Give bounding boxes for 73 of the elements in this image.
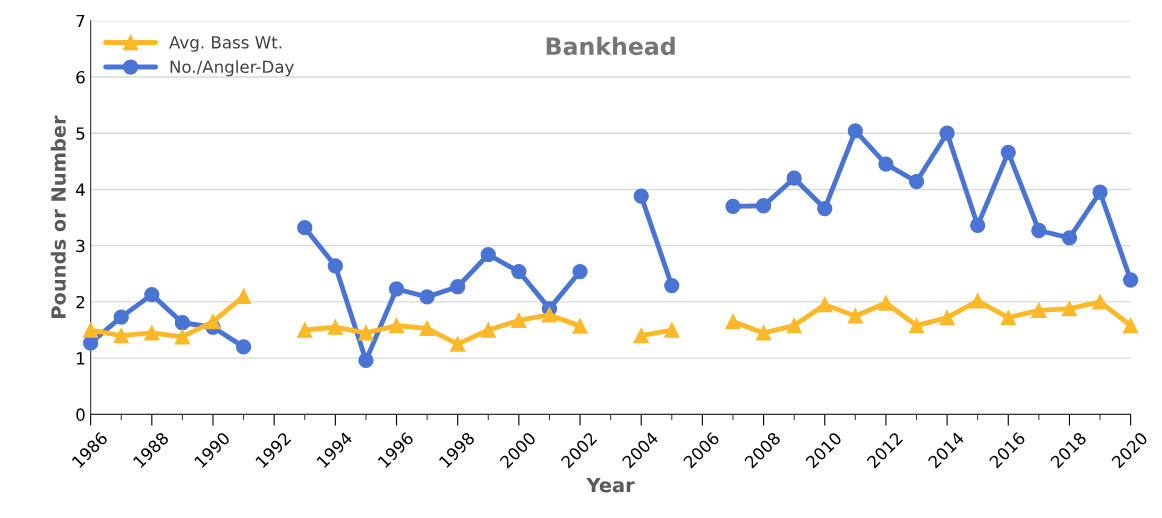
point: [419, 289, 435, 305]
point: [327, 258, 343, 274]
point: [664, 277, 680, 294]
point: [1000, 310, 1016, 326]
point: [297, 220, 313, 236]
point: [786, 317, 802, 334]
point: [1031, 302, 1047, 318]
point: [1122, 272, 1139, 288]
point: [480, 247, 496, 263]
point: [480, 322, 496, 338]
text: Bankhead: [546, 36, 675, 56]
point: [1000, 144, 1016, 160]
point: [725, 313, 741, 330]
point: [511, 263, 527, 280]
point: [847, 123, 863, 139]
point: [541, 307, 558, 323]
point: [1061, 230, 1078, 246]
point: [1092, 294, 1108, 310]
point: [572, 263, 588, 280]
point: [755, 325, 772, 341]
point: [725, 198, 741, 214]
y-axis-title: Pounds or Number: [50, 115, 66, 318]
point: [388, 281, 405, 297]
point: [633, 188, 649, 204]
point: [297, 322, 313, 338]
point: [878, 156, 894, 172]
point: [939, 125, 955, 141]
point: [113, 309, 129, 325]
point: [664, 322, 680, 338]
point: [970, 217, 986, 234]
point: [817, 200, 833, 217]
point: [235, 339, 252, 355]
point: [939, 310, 955, 326]
point: [450, 336, 466, 352]
y-tick-label: 4: [75, 183, 85, 196]
point: [388, 317, 405, 334]
point: [755, 198, 772, 214]
y-tick-label: 1: [77, 352, 85, 365]
point: [1031, 222, 1047, 239]
point: [786, 170, 802, 186]
point: [1092, 184, 1108, 200]
point: [1122, 317, 1139, 334]
y-tick-label: 7: [76, 14, 85, 28]
point: [144, 286, 160, 303]
x-axis-title: Year: [586, 477, 635, 493]
y-tick-label: 2: [76, 295, 85, 309]
y-tick-label: 5: [76, 127, 85, 140]
point: [327, 319, 343, 335]
legend-label: Avg. Bass Wt.: [169, 36, 282, 52]
legend-label: No./Angler-Day: [170, 60, 294, 77]
point: [358, 325, 374, 341]
point: [174, 329, 191, 345]
point: [908, 317, 925, 334]
point: [878, 295, 894, 311]
point: [970, 293, 986, 309]
point: [633, 328, 649, 344]
point: [174, 315, 191, 331]
point: [205, 313, 221, 330]
point: [908, 173, 925, 190]
point: [847, 308, 863, 324]
point: [144, 325, 160, 341]
point: [82, 322, 99, 338]
point: [572, 318, 588, 334]
point: [450, 279, 466, 295]
point: [419, 320, 435, 336]
y-tick-label: 6: [76, 70, 85, 84]
point: [817, 297, 833, 313]
point: [113, 328, 129, 344]
point: [358, 352, 374, 369]
y-tick-label: 0: [76, 408, 85, 421]
y-tick-label: 3: [76, 239, 85, 253]
point: [511, 312, 527, 329]
point: [1061, 301, 1078, 317]
